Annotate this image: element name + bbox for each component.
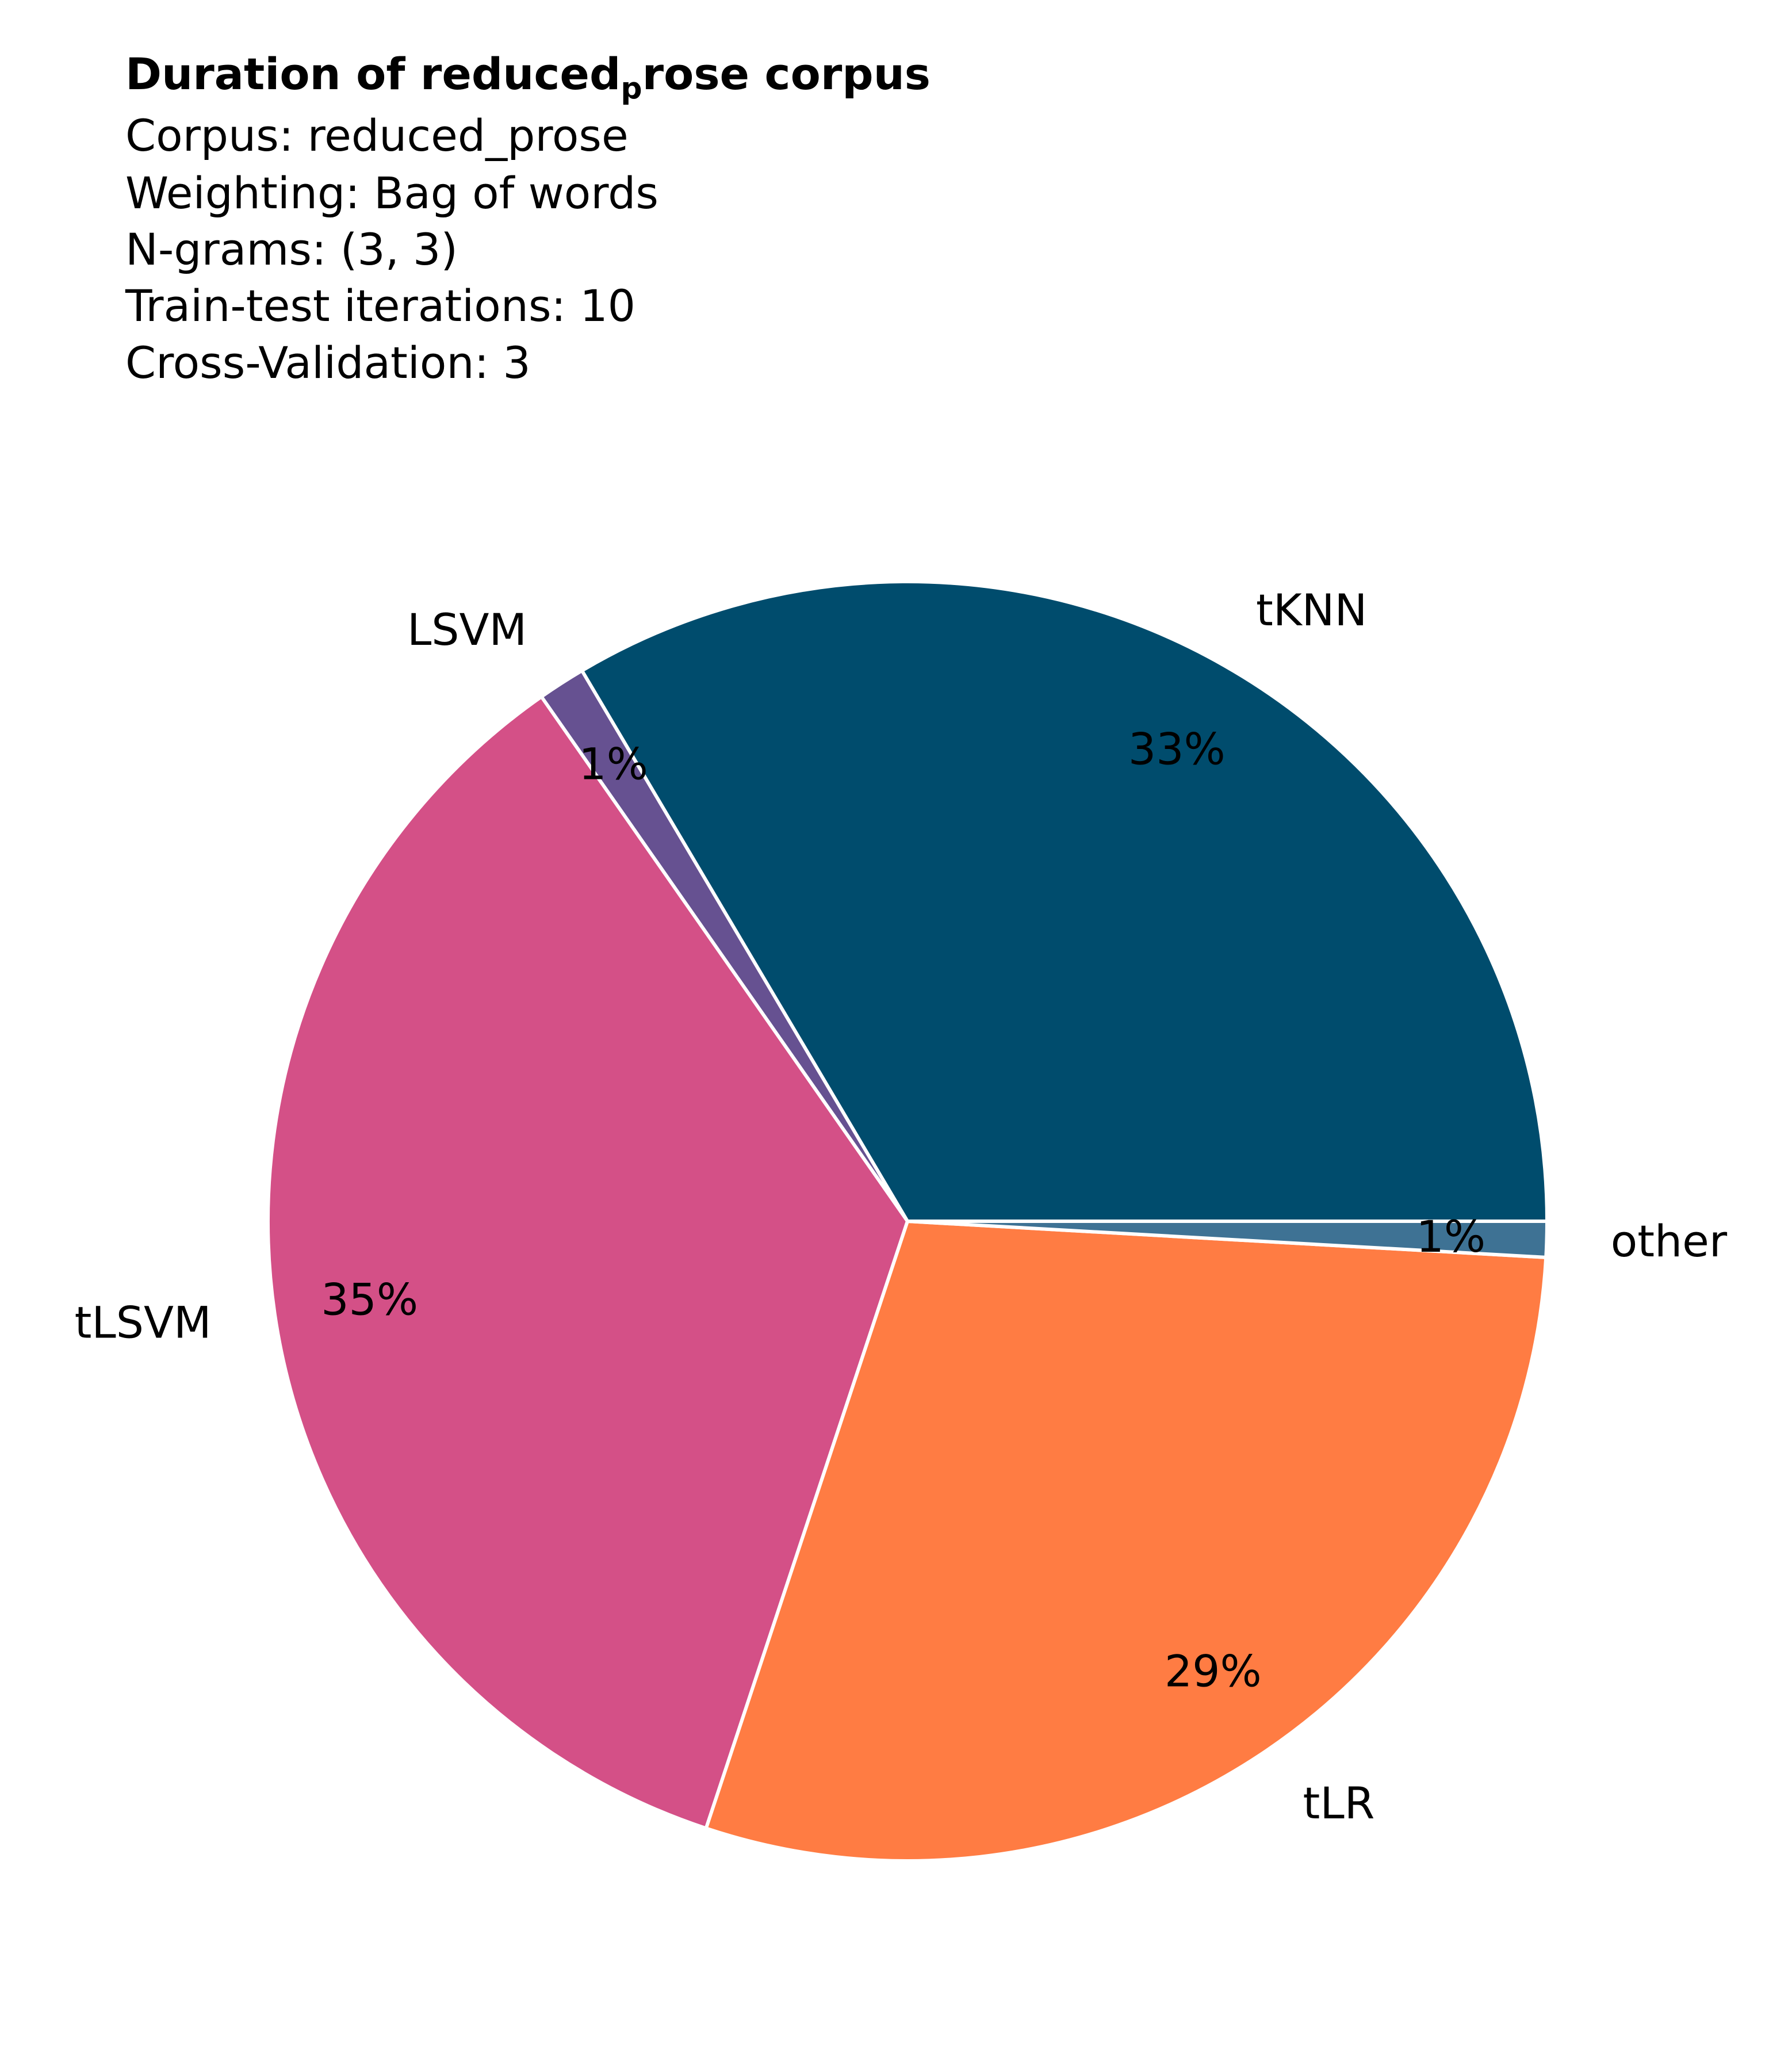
- slice-label-tlsvm: tLSVM: [75, 1297, 212, 1348]
- slice-label-tknn: tKNN: [1256, 584, 1367, 636]
- slice-percent-other: 1%: [1416, 1211, 1486, 1262]
- slice-percent-tlsvm: 35%: [321, 1274, 418, 1325]
- slice-label-tlr: tLR: [1303, 1778, 1375, 1829]
- subtitle-line-crossval: Cross-Validation: 3: [125, 337, 531, 388]
- pie-slice-other: [906, 1220, 1549, 1259]
- pie-slice-tlsvm: [266, 695, 909, 1830]
- chart-title-subscript: p: [621, 71, 642, 106]
- pie-slice-tknn: [580, 580, 1549, 1223]
- pie-labels: tKNN 33% LSVM 1% tLSVM 35% tLR 29% other 1%: [75, 584, 1728, 1829]
- slice-percent-tknn: 33%: [1128, 723, 1226, 774]
- slice-label-other: other: [1611, 1215, 1728, 1267]
- slice-percent-lsvm: 1%: [579, 739, 648, 790]
- subtitle-line-weighting: Weighting: Bag of words: [125, 167, 658, 219]
- chart-title-rest: rose corpus: [642, 48, 931, 100]
- subtitle-line-corpus: Corpus: reduced_prose: [125, 110, 629, 161]
- slice-percent-tlr: 29%: [1165, 1645, 1262, 1696]
- subtitle-line-ngrams: N-grams: (3, 3): [125, 224, 458, 275]
- chart-title-main: Duration of reduced: [125, 48, 621, 100]
- pie-slices: [266, 580, 1549, 1863]
- subtitle-line-iterations: Train-test iterations: 10: [125, 280, 635, 331]
- chart-title-block: Duration of reducedprose corpus Corpus: …: [125, 48, 931, 388]
- chart-title: Duration of reducedprose corpus: [125, 48, 931, 106]
- pie-slice-tlr: [704, 1220, 1548, 1863]
- slice-label-lsvm: LSVM: [407, 604, 527, 655]
